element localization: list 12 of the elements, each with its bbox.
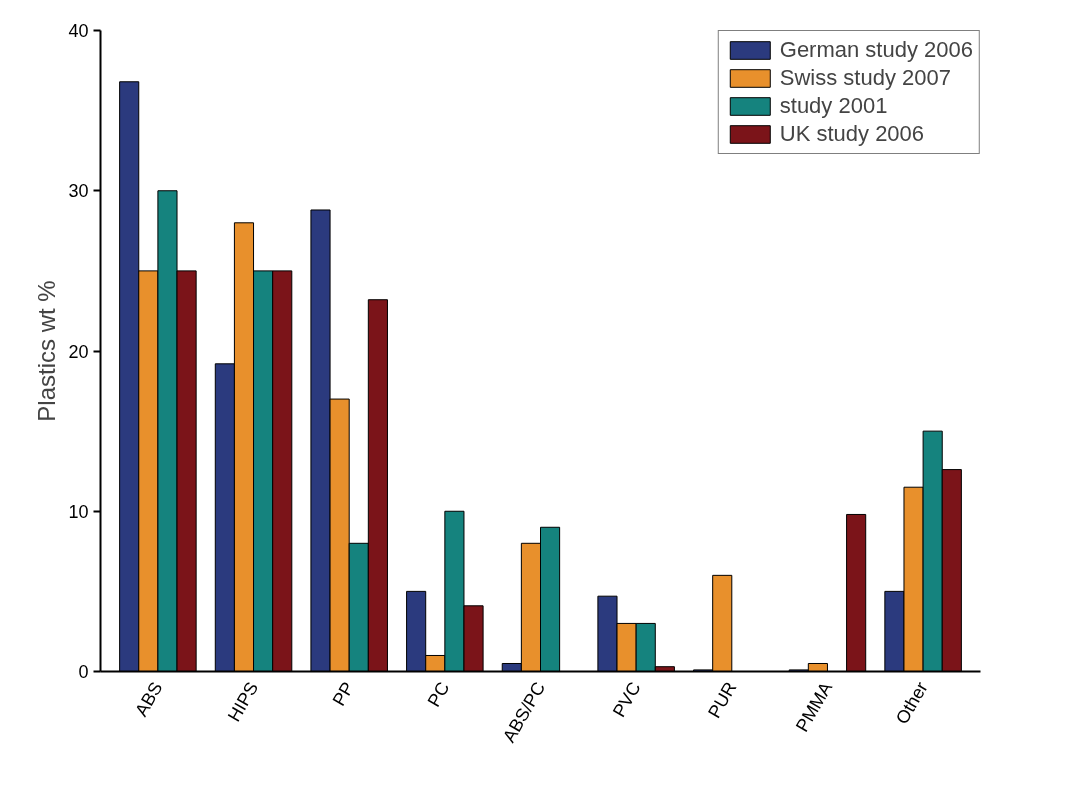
y-tick-label: 0 [78, 662, 89, 682]
legend-label: German study 2006 [779, 37, 973, 63]
x-tick-label: PC [423, 678, 454, 711]
y-axis-title: Plastics wt % [33, 280, 61, 422]
y-tick-label: 40 [68, 21, 89, 41]
y-tick-label: 20 [68, 341, 89, 362]
y-tick-label: 30 [68, 181, 89, 202]
x-tick-label: PP [328, 678, 358, 710]
y-tick-label: 10 [68, 501, 89, 522]
legend-label: Swiss study 2007 [779, 65, 951, 91]
legend-label: UK study 2006 [779, 121, 925, 147]
legend-label: study 2001 [779, 93, 888, 119]
